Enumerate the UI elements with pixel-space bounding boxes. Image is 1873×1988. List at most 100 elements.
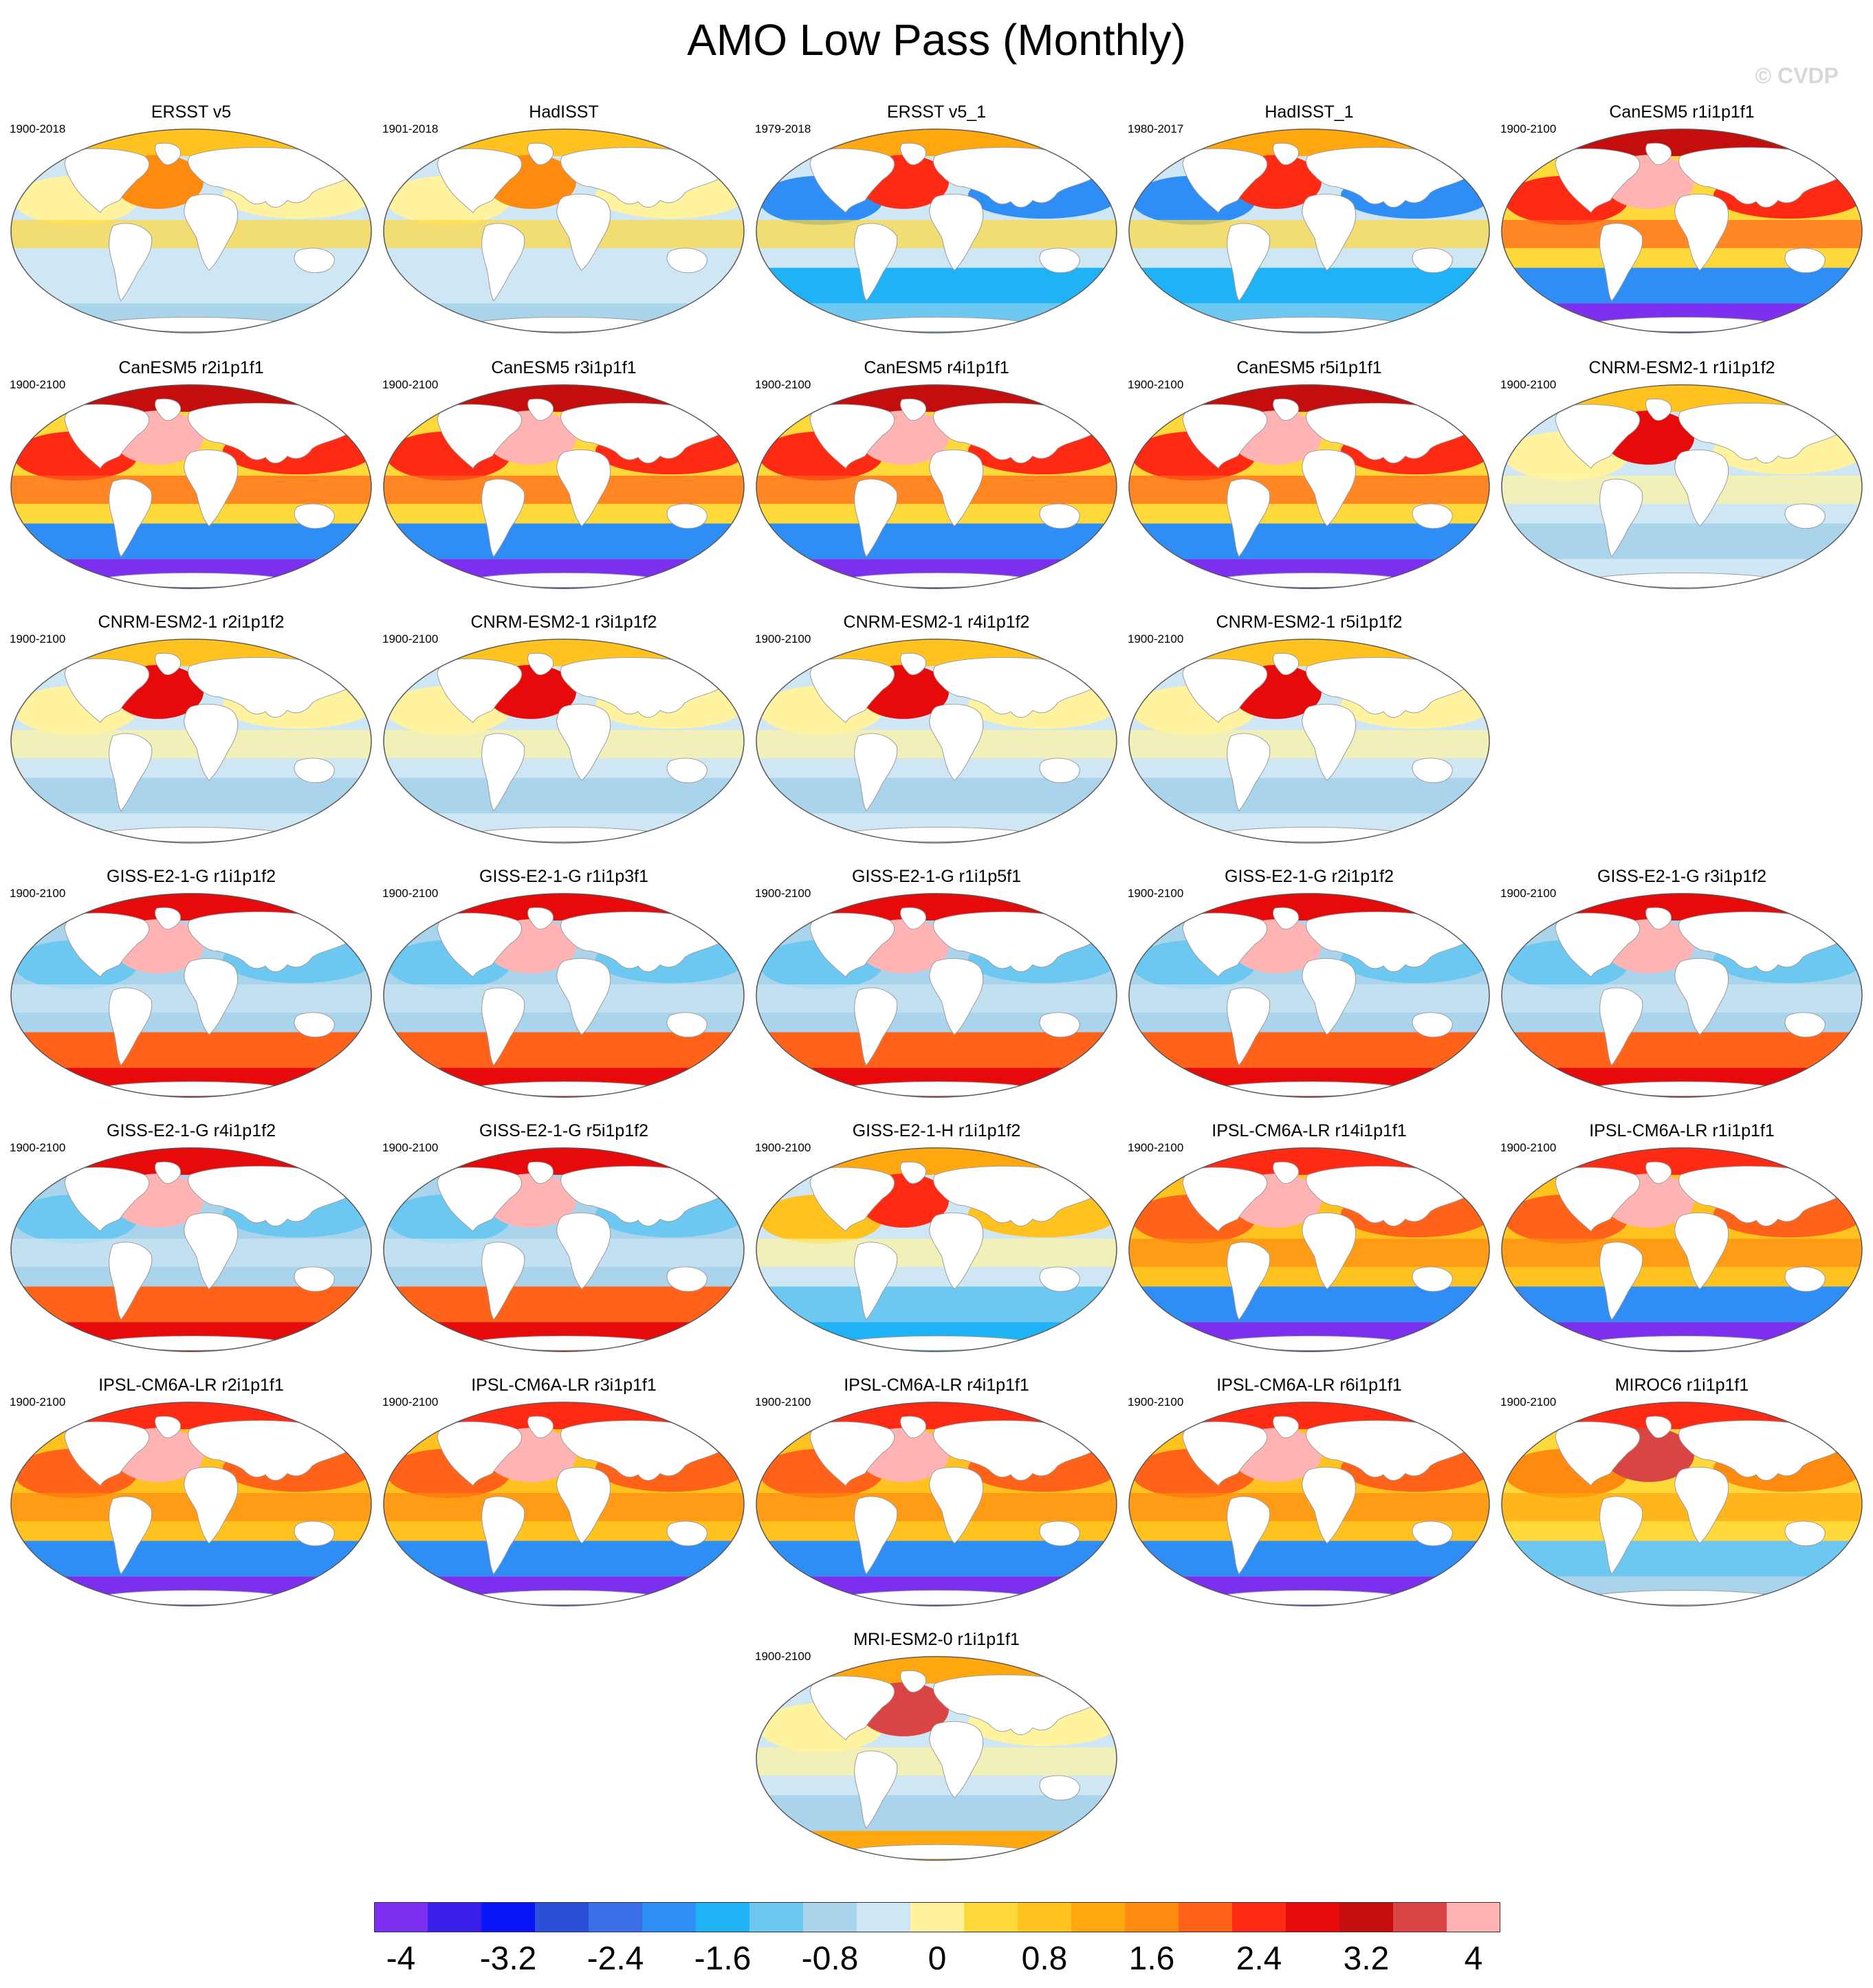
map-frame [756,893,1117,1098]
southern-ocean-band [756,1795,1117,1831]
world-map [383,1147,745,1352]
continent [900,907,927,930]
map-panel: IPSL-CM6A-LR r14i1p1f1 1900-2100 [1128,1120,1491,1354]
panel-period: 1979-2018 [755,122,811,135]
sst-field [756,129,1117,333]
panel-period: 1900-2100 [1128,887,1184,900]
continent [105,573,281,588]
world-map [756,1147,1117,1352]
panel-period: 1900-2100 [382,378,439,391]
panel-period: 1900-2100 [755,632,811,645]
continent [1412,1521,1453,1547]
continent [1645,1415,1672,1439]
continent [294,1521,335,1547]
arctic-band [756,639,1117,667]
panel-title: GISS-E2-1-G r3i1p1f2 [1597,867,1766,886]
continent [155,1161,182,1184]
world-map [383,129,745,333]
continent [437,404,523,469]
map-frame [10,129,372,333]
panel-period: 1900-2100 [1128,1395,1184,1409]
southern-ocean-band [1502,1540,1862,1577]
map-panel: CanESM5 r1i1p1f1 1900-2100 [1500,102,1863,335]
continent [1223,1081,1399,1096]
continent [1599,987,1643,1066]
figure-title: AMO Low Pass (Monthly) [687,15,1186,65]
continent [850,1336,1026,1351]
colorbar-tick-label: 0.8 [1021,1941,1068,1977]
map-panel: GISS-E2-1-G r2i1p1f2 1900-2100 [1128,866,1491,1100]
map-panel: IPSL-CM6A-LR r3i1p1f1 1900-2100 [382,1375,745,1609]
map-frame [1128,384,1490,589]
southern-ocean-band [11,1286,371,1323]
panel-period: 1900-2100 [755,1650,811,1663]
sst-field [756,639,1117,843]
panel-period: 1900-2100 [755,1395,811,1409]
continent [809,1167,895,1232]
panel-title: CanESM5 r2i1p1f1 [118,358,264,377]
continent [64,148,150,213]
map-frame [756,1147,1117,1352]
panel-title: GISS-E2-1-G r5i1p1f2 [479,1121,648,1140]
continent [109,733,153,812]
map-panel: MRI-ESM2-0 r1i1p1f1 1900-2100 [755,1629,1118,1863]
panel-title: MRI-ESM2-0 r1i1p1f1 [853,1630,1020,1649]
world-map [10,1402,372,1606]
sst-field [1129,1402,1489,1606]
world-map [10,384,372,589]
continent [64,404,150,469]
continent [1039,1775,1080,1801]
continent [481,1496,525,1575]
world-map [1501,1402,1863,1606]
panel-period: 1901-2018 [382,122,439,135]
continent [1674,449,1729,527]
continent [1039,758,1080,784]
continent [854,1496,898,1575]
colorbar-swatch [1125,1902,1179,1932]
panel-period: 1900-2100 [755,887,811,900]
arctic-band [756,384,1117,412]
continent [1039,1266,1080,1292]
sst-field [11,1402,371,1606]
panel-title: CanESM5 r5i1p1f1 [1236,358,1382,377]
panel-period: 1900-2100 [10,887,66,900]
continent [481,1241,525,1321]
map-frame [10,1147,372,1352]
continent [809,912,895,978]
continent [854,733,898,812]
southern-ocean-band [1129,777,1489,814]
panel-title: IPSL-CM6A-LR r4i1p1f1 [844,1376,1029,1395]
colorbar-swatch [1232,1902,1286,1932]
colorbar-tick-label: -0.8 [801,1941,859,1977]
continent [1223,317,1399,332]
continent [900,1670,927,1693]
panel-title: GISS-E2-1-G r2i1p1f2 [1225,867,1394,886]
colorbar-tick-label: 4 [1464,1941,1483,1977]
map-panel: GISS-E2-1-H r1i1p1f2 1900-2100 [755,1120,1118,1354]
continent [1227,987,1271,1066]
sst-field [384,1147,744,1352]
continent [64,1421,150,1486]
map-panel: CanESM5 r4i1p1f1 1900-2100 [755,357,1118,591]
panel-period: 1900-2100 [382,1395,439,1409]
southern-ocean-band [1129,1286,1489,1323]
panel-title: GISS-E2-1-G r1i1p1f2 [107,867,276,886]
colorbar-swatch [1179,1902,1233,1932]
world-map [1128,1147,1490,1352]
continent [109,223,153,302]
map-panel: CNRM-ESM2-1 r1i1p1f2 1900-2100 [1500,357,1863,591]
colorbar-swatch [535,1902,589,1932]
continent [1273,1161,1300,1184]
panel-period: 1900-2100 [10,632,66,645]
panel-title: CNRM-ESM2-1 r2i1p1f2 [98,612,285,632]
panel-title: CNRM-ESM2-1 r5i1p1f2 [1216,612,1403,632]
continent [109,1241,153,1321]
panel-title: ERSST v5 [151,102,232,122]
colorbar-swatch [428,1902,482,1932]
continent [1182,1167,1268,1232]
southern-ocean-band [384,1286,744,1323]
panel-title: CNRM-ESM2-1 r1i1p1f2 [1588,358,1775,377]
arctic-band [11,129,371,157]
panel-title: IPSL-CM6A-LR r14i1p1f1 [1212,1121,1407,1140]
panel-period: 1900-2100 [382,632,439,645]
